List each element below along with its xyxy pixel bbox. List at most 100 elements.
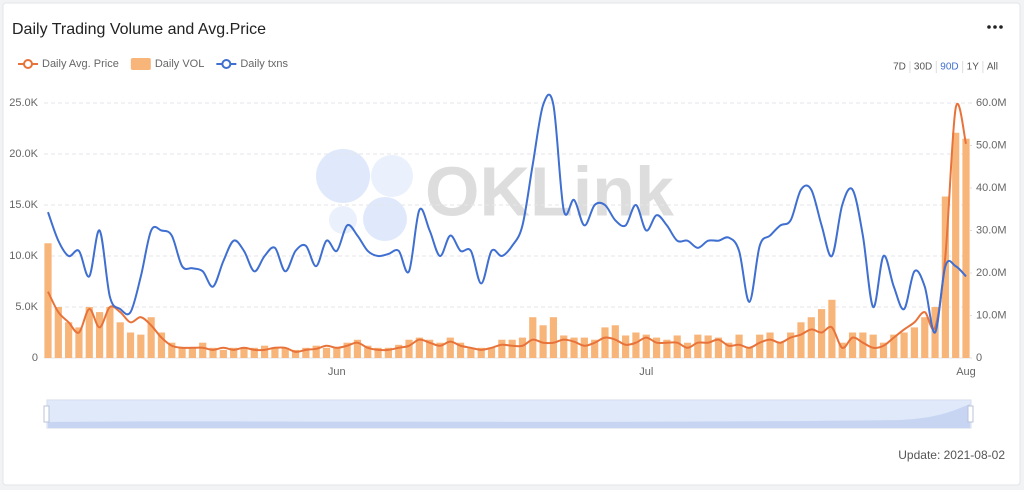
bar [591, 339, 599, 358]
logo-dot [329, 206, 357, 234]
legend-label[interactable]: Daily Avg. Price [42, 58, 119, 70]
range-button[interactable]: 90D [940, 62, 958, 73]
bar [725, 342, 733, 358]
bar [106, 307, 114, 358]
bar [518, 337, 527, 358]
bar [353, 339, 362, 358]
y2-tick-label: 60.0M [976, 97, 1007, 109]
bar [848, 332, 857, 358]
bar [549, 317, 558, 358]
bar [869, 334, 877, 358]
bar [116, 322, 124, 358]
bar [85, 307, 93, 358]
bar [941, 196, 949, 358]
y-tick-label: 20.0K [9, 148, 38, 160]
bar [921, 317, 929, 358]
bar [900, 332, 908, 358]
bar [766, 332, 774, 358]
x-tick-label: Aug [956, 366, 976, 378]
range-button[interactable]: 7D [893, 62, 906, 73]
bar [261, 345, 269, 358]
bar [467, 347, 475, 358]
bar [817, 309, 826, 358]
line [47, 103, 967, 353]
bar [632, 332, 640, 358]
bar [95, 312, 104, 358]
y2-tick-label: 10.0M [976, 309, 1007, 321]
range-button[interactable]: 30D [914, 62, 932, 73]
legend-symbol [221, 59, 232, 69]
bar [250, 347, 258, 358]
bar [529, 317, 537, 358]
slider-handle[interactable] [967, 405, 974, 423]
zoom-slider[interactable] [43, 399, 974, 429]
bar [694, 334, 702, 358]
bar [65, 322, 73, 358]
legend-label[interactable]: Daily VOL [155, 58, 205, 70]
y-tick-label: 10.0K [9, 250, 38, 262]
bar [75, 327, 83, 358]
bar [890, 334, 898, 358]
logo-dot [371, 155, 413, 197]
bar [859, 332, 867, 358]
logo-dot [316, 149, 370, 203]
menu-dot[interactable] [987, 25, 991, 29]
bar [580, 337, 588, 358]
legend-symbol [23, 59, 33, 69]
chart-title: Daily Trading Volume and Avg.Price [12, 21, 266, 38]
slider-preview [48, 404, 970, 428]
y2-tick-label: 50.0M [976, 139, 1007, 151]
bar [838, 342, 846, 358]
y2-tick-label: 20.0M [976, 267, 1007, 279]
logo-dot [363, 197, 407, 241]
y-tick-label: 25.0K [9, 97, 38, 109]
bar [879, 342, 888, 358]
y-tick-label: 5.0K [15, 301, 38, 313]
bar [178, 347, 186, 358]
bar [714, 337, 723, 358]
bar [539, 325, 547, 358]
bar [219, 349, 227, 358]
bar [570, 337, 578, 358]
menu-dot[interactable] [999, 25, 1003, 29]
bar [384, 347, 392, 358]
bar [415, 337, 423, 358]
slider-handle[interactable] [43, 405, 50, 423]
menu-dot[interactable] [993, 25, 997, 29]
bar [230, 347, 238, 358]
bar [477, 347, 485, 358]
range-button[interactable]: 1Y [967, 62, 980, 73]
bar [312, 345, 320, 358]
x-tick-label: Jun [328, 366, 346, 378]
bar [188, 347, 197, 358]
legend-label[interactable]: Daily txns [240, 58, 288, 70]
menu[interactable] [987, 25, 1003, 29]
bar [343, 342, 351, 358]
bar [456, 342, 465, 358]
bar [436, 342, 444, 358]
bar [240, 347, 248, 358]
bar [776, 342, 784, 358]
bar [374, 347, 382, 358]
bar [745, 347, 753, 358]
line [47, 93, 967, 334]
bar [735, 334, 743, 358]
watermark-logo [316, 149, 413, 241]
bar [828, 299, 836, 358]
bar [498, 339, 506, 358]
bar [807, 317, 815, 358]
bar [508, 339, 516, 358]
bar [364, 345, 372, 358]
range-button[interactable]: All [987, 62, 998, 73]
x-tick-label: Jul [639, 366, 653, 378]
bar [652, 337, 661, 358]
bar [137, 334, 145, 358]
y2-tick-label: 30.0M [976, 224, 1007, 236]
bar [168, 342, 176, 358]
bar [426, 339, 434, 358]
bar [952, 132, 960, 358]
bar [44, 243, 52, 358]
bar [126, 332, 135, 358]
y-tick-label: 15.0K [9, 199, 38, 211]
